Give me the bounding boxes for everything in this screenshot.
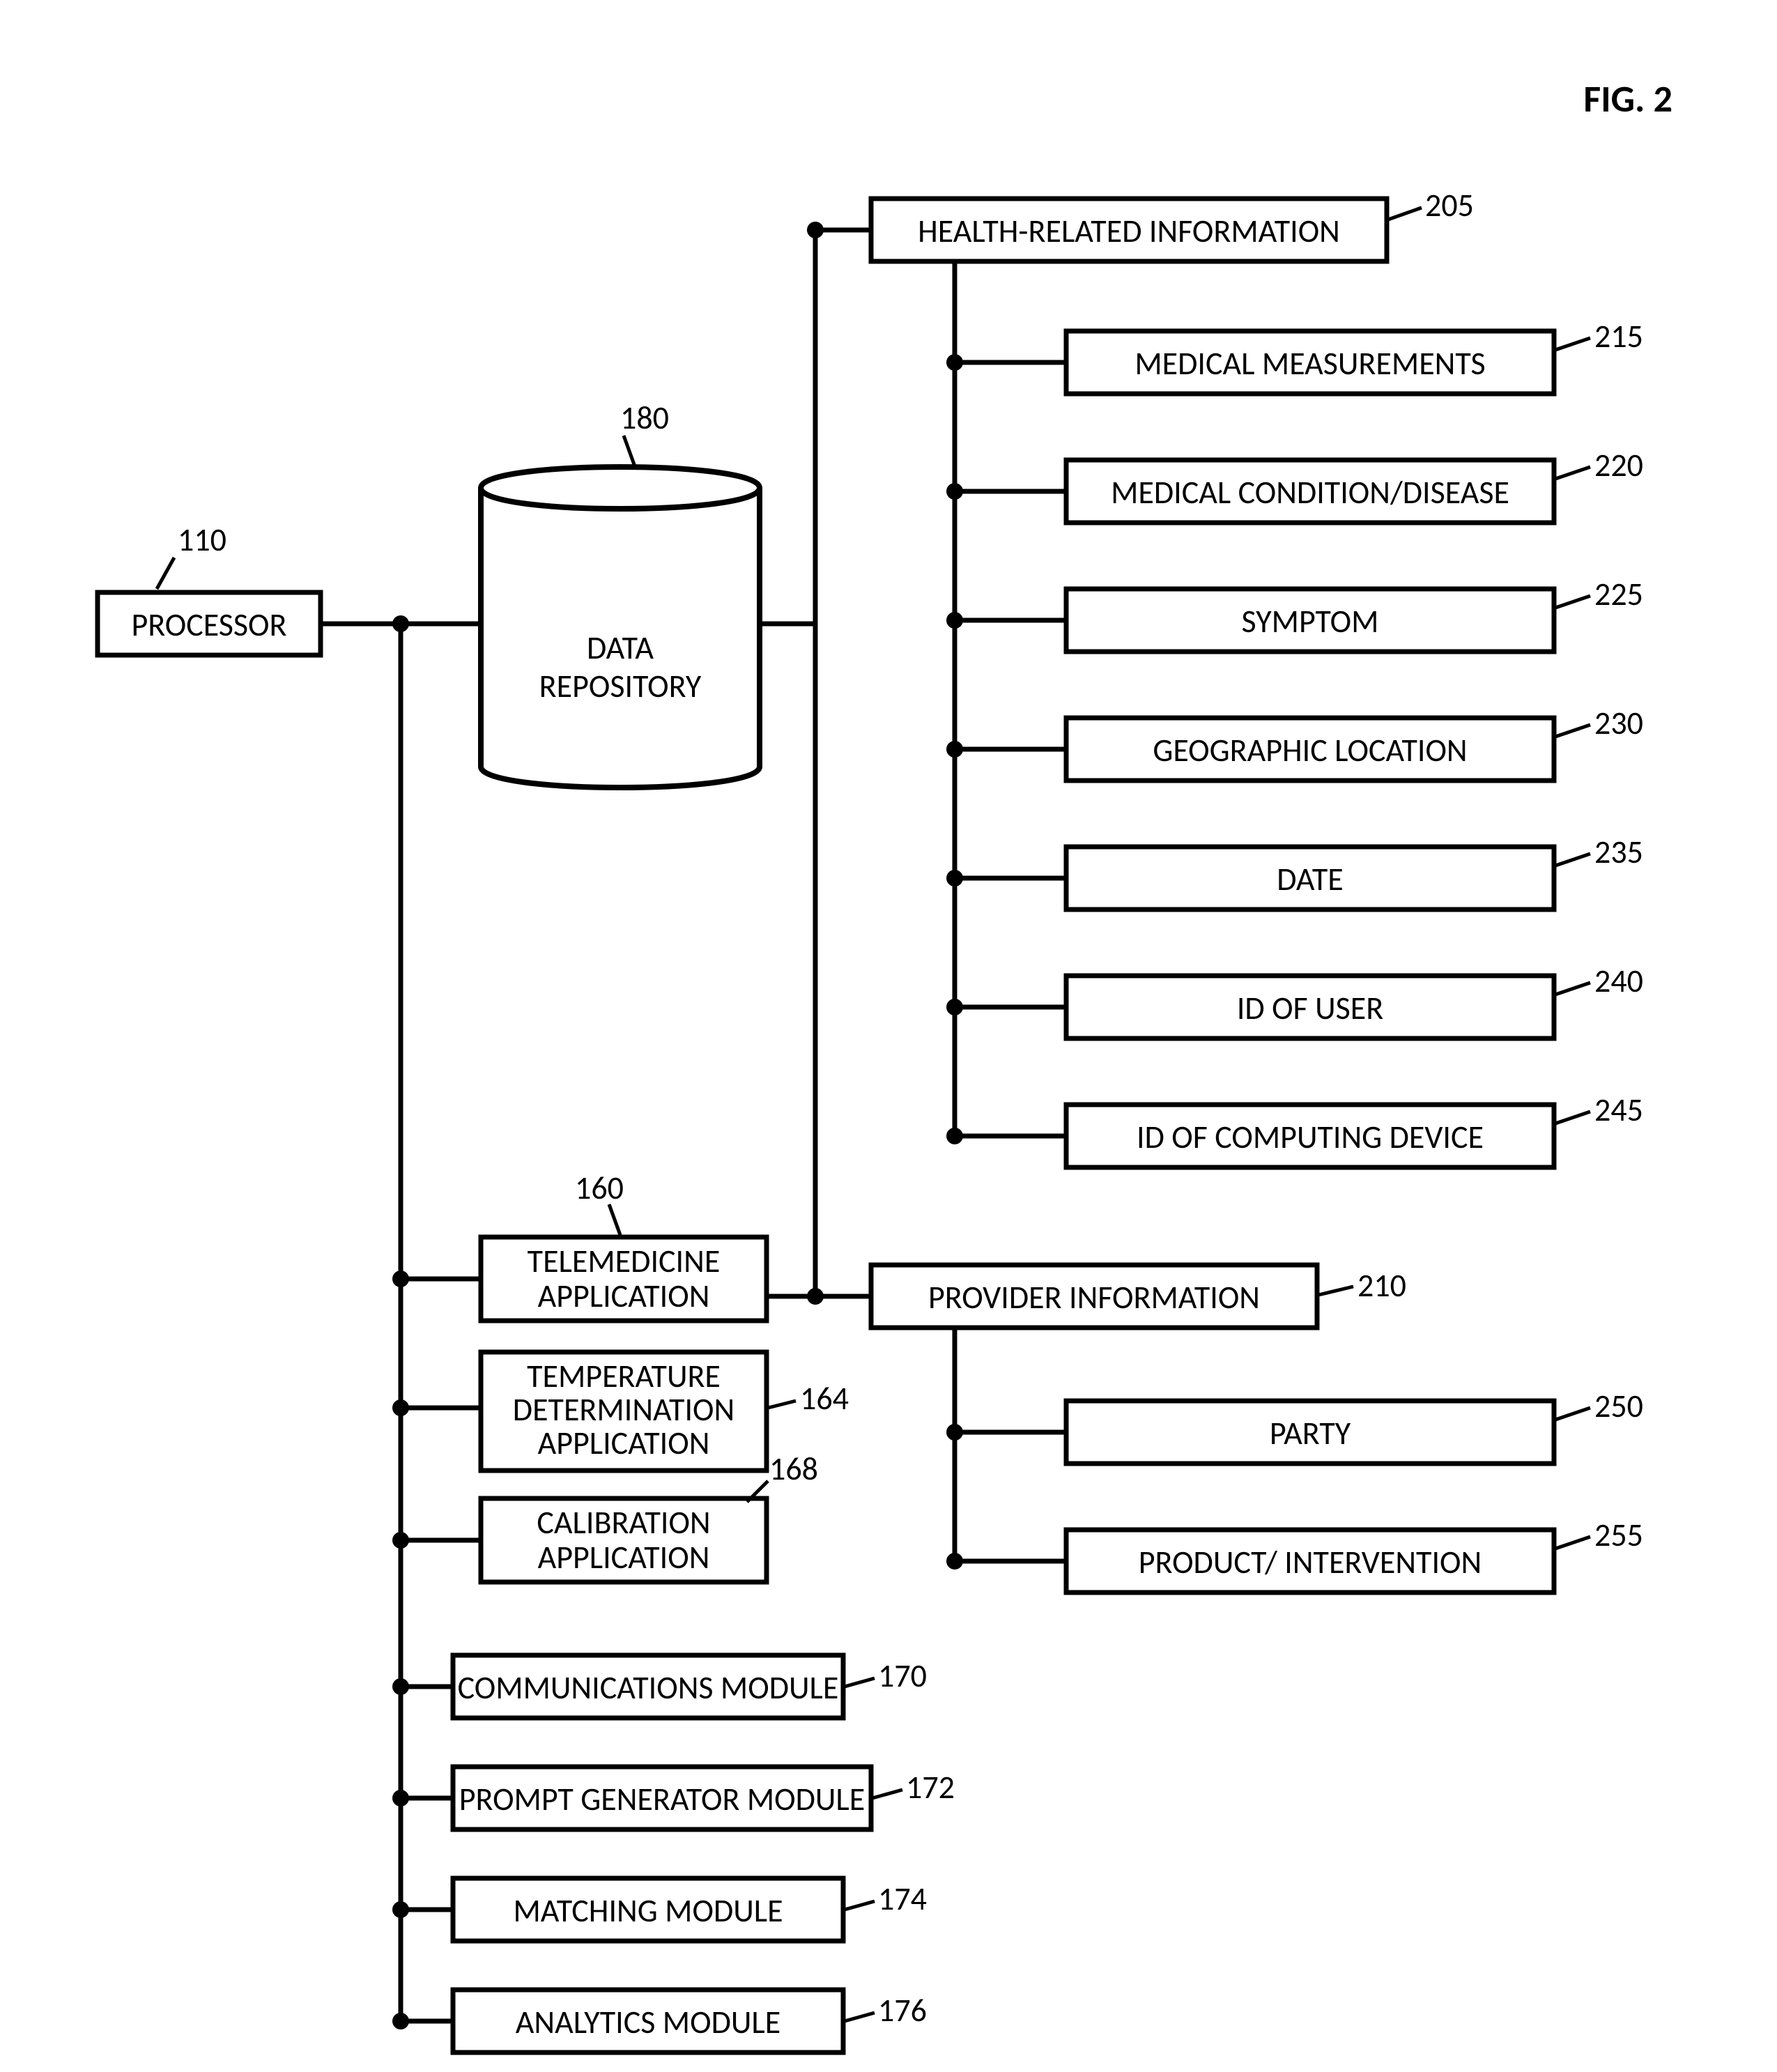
provider-child-0: PARTY 250 xyxy=(946,1387,1643,1464)
svg-text:172: 172 xyxy=(906,1768,955,1807)
svg-text:GEOGRAPHIC LOCATION: GEOGRAPHIC LOCATION xyxy=(1153,731,1467,770)
svg-text:TELEMEDICINE: TELEMEDICINE xyxy=(528,1242,721,1281)
svg-text:COMMUNICATIONS MODULE: COMMUNICATIONS MODULE xyxy=(458,1668,839,1708)
provider-info-node: PROVIDER INFORMATION 210 xyxy=(807,1185,1406,1328)
svg-text:215: 215 xyxy=(1594,317,1643,356)
processor-node: PROCESSOR 110 xyxy=(98,521,321,655)
svg-text:176: 176 xyxy=(878,1991,927,2030)
data-repository-node: DATA REPOSITORY 180 xyxy=(481,399,760,788)
svg-text:APPLICATION: APPLICATION xyxy=(538,1424,710,1463)
health-child-5: ID OF USER 240 xyxy=(946,962,1643,1038)
svg-text:PARTY: PARTY xyxy=(1270,1414,1351,1453)
data-repo-ref: 180 xyxy=(620,399,669,438)
svg-text:MEDICAL MEASUREMENTS: MEDICAL MEASUREMENTS xyxy=(1134,344,1485,383)
health-child-3: GEOGRAPHIC LOCATION 230 xyxy=(946,704,1643,781)
health-child-0: MEDICAL MEASUREMENTS 215 xyxy=(946,317,1643,394)
health-child-4: DATE 235 xyxy=(946,833,1643,910)
health-child-2: SYMPTOM 225 xyxy=(946,575,1643,652)
health-info-label: HEALTH-RELATED INFORMATION xyxy=(918,212,1340,251)
health-info-ref: 205 xyxy=(1425,186,1474,225)
svg-text:APPLICATION: APPLICATION xyxy=(538,1277,710,1316)
left-app-6: ANALYTICS MODULE 176 xyxy=(392,1951,927,2052)
svg-text:MEDICAL CONDITION/DISEASE: MEDICAL CONDITION/DISEASE xyxy=(1111,473,1509,512)
processor-ref: 110 xyxy=(178,521,226,560)
svg-text:168: 168 xyxy=(769,1450,818,1489)
processor-label: PROCESSOR xyxy=(132,606,287,645)
svg-text:SYMPTOM: SYMPTOM xyxy=(1242,602,1379,641)
left-app-3: COMMUNICATIONS MODULE 170 xyxy=(392,1655,927,1718)
left-app-0: TELEMEDICINE APPLICATION 160 xyxy=(392,1169,815,1321)
svg-text:PRODUCT/ INTERVENTION: PRODUCT/ INTERVENTION xyxy=(1139,1543,1482,1582)
provider-info-label: PROVIDER INFORMATION xyxy=(928,1278,1260,1317)
svg-text:160: 160 xyxy=(575,1169,624,1208)
svg-text:PROMPT GENERATOR MODULE: PROMPT GENERATOR MODULE xyxy=(459,1780,865,1819)
health-child-1: MEDICAL CONDITION/DISEASE 220 xyxy=(946,446,1643,523)
svg-text:235: 235 xyxy=(1594,833,1643,872)
svg-text:APPLICATION: APPLICATION xyxy=(538,1538,710,1577)
data-repo-line2: REPOSITORY xyxy=(539,667,702,706)
left-app-4: PROMPT GENERATOR MODULE 172 xyxy=(392,1767,955,1829)
svg-text:MATCHING MODULE: MATCHING MODULE xyxy=(513,1891,783,1931)
provider-child-1: PRODUCT/ INTERVENTION 255 xyxy=(946,1516,1643,1593)
svg-text:170: 170 xyxy=(878,1657,927,1696)
figure-label: FIG. 2 xyxy=(1583,76,1672,122)
diagram: FIG. 2 PROCESSOR 110 DATA REPOSITORY 180… xyxy=(0,0,1777,2069)
left-app-5: MATCHING MODULE 174 xyxy=(392,1878,927,1941)
svg-text:220: 220 xyxy=(1594,446,1643,485)
svg-text:240: 240 xyxy=(1594,962,1643,1001)
provider-info-ref: 210 xyxy=(1357,1266,1406,1305)
svg-text:230: 230 xyxy=(1594,704,1643,743)
health-children: MEDICAL MEASUREMENTS 215 MEDICAL CONDITI… xyxy=(946,317,1643,1167)
svg-text:225: 225 xyxy=(1594,575,1643,614)
svg-text:255: 255 xyxy=(1594,1516,1643,1555)
svg-text:ID OF USER: ID OF USER xyxy=(1237,989,1383,1028)
health-info-node: HEALTH-RELATED INFORMATION 205 xyxy=(807,186,1474,261)
svg-text:174: 174 xyxy=(878,1880,927,1919)
provider-children: PARTY 250 PRODUCT/ INTERVENTION 255 xyxy=(946,1387,1643,1593)
svg-text:ANALYTICS MODULE: ANALYTICS MODULE xyxy=(516,2003,780,2042)
svg-text:CALIBRATION: CALIBRATION xyxy=(537,1503,710,1542)
svg-text:245: 245 xyxy=(1594,1091,1643,1130)
svg-text:250: 250 xyxy=(1594,1387,1643,1426)
svg-text:164: 164 xyxy=(800,1379,849,1418)
svg-text:ID OF COMPUTING DEVICE: ID OF COMPUTING DEVICE xyxy=(1137,1118,1484,1157)
svg-text:DATE: DATE xyxy=(1277,860,1344,899)
data-repo-line1: DATA xyxy=(587,629,654,668)
